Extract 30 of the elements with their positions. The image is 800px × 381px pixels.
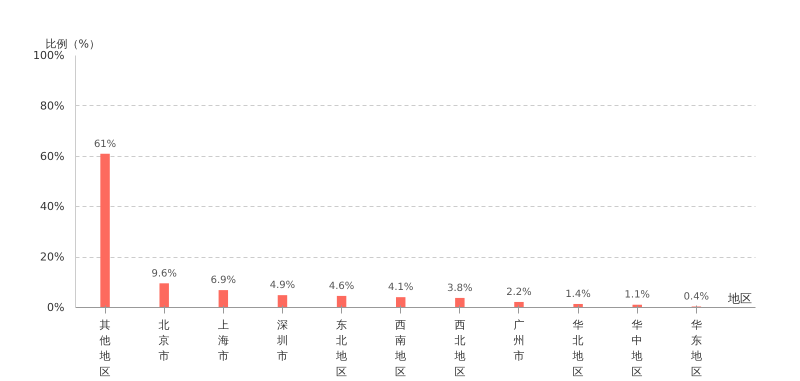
x-axis-title: 地区 [726,292,752,306]
x-tick-label: 上海市 [218,318,229,363]
data-label: 1.1% [624,290,650,301]
data-label: 4.9% [270,280,296,292]
y-axis-title: 比例（%） [46,38,100,50]
data-label: 9.6% [151,268,177,280]
x-tick-label: 华中地区 [630,318,643,378]
data-label: 1.4% [565,288,591,300]
x-tick-label: 西南地区 [394,318,406,378]
x-tick-label: 其他地区 [98,318,111,378]
x-tick-label: 华东地区 [690,318,702,378]
x-tick-label: 广州市 [513,318,524,363]
y-tick-label: 40% [40,200,65,214]
data-label: 4.6% [328,280,354,292]
data-label: 0.4% [684,291,710,302]
data-label: 3.8% [447,282,473,294]
data-label: 6.9% [210,275,236,286]
data-label: 4.1% [388,282,414,294]
x-tick-label: 北京市 [158,318,170,363]
x-tick-label: 深圳市 [276,318,288,363]
x-tick-label: 东北地区 [335,318,348,378]
y-tick-label: 80% [40,99,65,112]
y-tick-label: 20% [40,250,65,264]
y-tick-label: 100% [33,49,65,62]
x-tick-label: 西北地区 [453,318,466,378]
x-tick-label: 华北地区 [572,318,584,378]
data-label: 2.2% [506,286,532,298]
data-label: 61% [94,138,116,150]
y-tick-label: 0% [47,301,64,314]
y-tick-label: 60% [40,150,65,163]
